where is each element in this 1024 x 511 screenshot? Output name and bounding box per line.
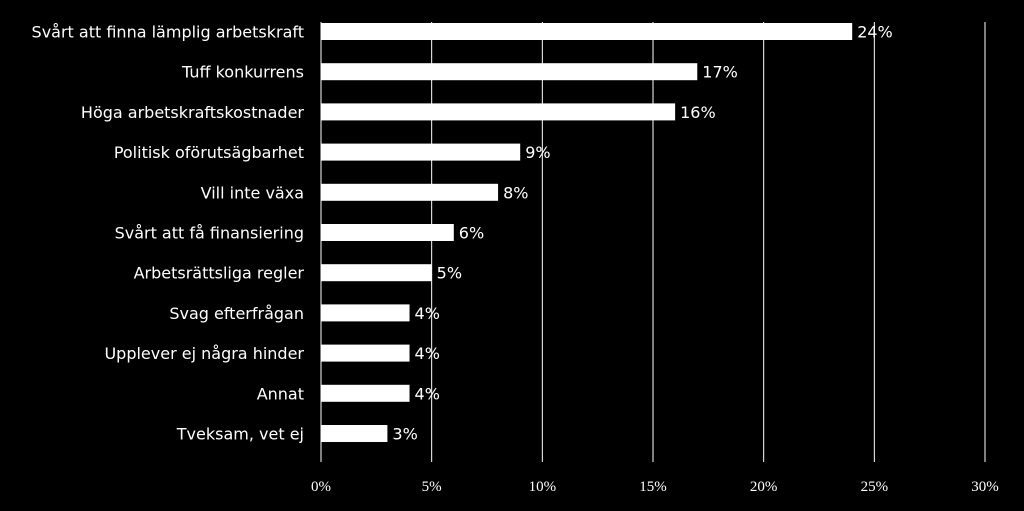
category-label: Annat [257,384,304,403]
category-label: Svårt att få finansiering [115,224,304,243]
grid-lines [320,22,986,462]
category-label: Politisk oförutsägbarhet [114,143,304,162]
data-label: 16% [680,103,716,122]
bar [321,384,410,402]
bar [321,425,388,442]
category-label: Tuff konkurrens [181,63,304,82]
x-tick-label: 10% [529,479,557,495]
data-label: 4% [415,304,440,323]
data-label: 4% [415,344,440,363]
category-label: Arbetsrättsliga regler [134,264,305,283]
category-label: Svag efterfrågan [169,304,304,323]
bar [321,224,454,241]
data-label: 8% [503,183,528,202]
data-label: 24% [857,23,893,42]
category-labels: Svårt att finna lämplig arbetskraft Tuff … [32,23,305,444]
x-tick-label: 5% [422,479,442,495]
data-label: 5% [437,264,462,283]
bar [321,264,432,282]
x-tick-label: 15% [639,479,667,495]
data-label: 4% [415,384,440,403]
category-label: Svårt att finna lämplig arbetskraft [32,23,304,42]
category-label: Höga arbetskraftskostnader [81,103,305,122]
bar [321,23,853,40]
data-label: 3% [392,425,417,444]
category-label: Tveksam, vet ej [176,425,304,444]
category-label: Upplever ej några hinder [104,344,304,363]
x-tick-label: 20% [750,479,778,495]
bar [321,183,499,201]
x-tick-label: 25% [861,479,889,495]
bar [321,344,410,362]
category-label: Vill inte växa [201,183,304,202]
data-label: 9% [525,143,550,162]
x-axis-tick-labels: 0% 5% 10% 15% 20% 25% 30% [311,479,999,495]
data-labels: 24% 17% 16% 9% 8% 6% 5% 4% 4% 4% 3% [392,23,892,444]
x-tick-label: 30% [971,479,999,495]
data-label: 6% [459,224,484,243]
bars [321,23,853,442]
bar [321,63,698,81]
x-tick-label: 0% [311,479,331,495]
bar [321,304,410,322]
data-label: 17% [702,63,738,82]
bar [321,103,676,121]
bar [321,143,521,161]
